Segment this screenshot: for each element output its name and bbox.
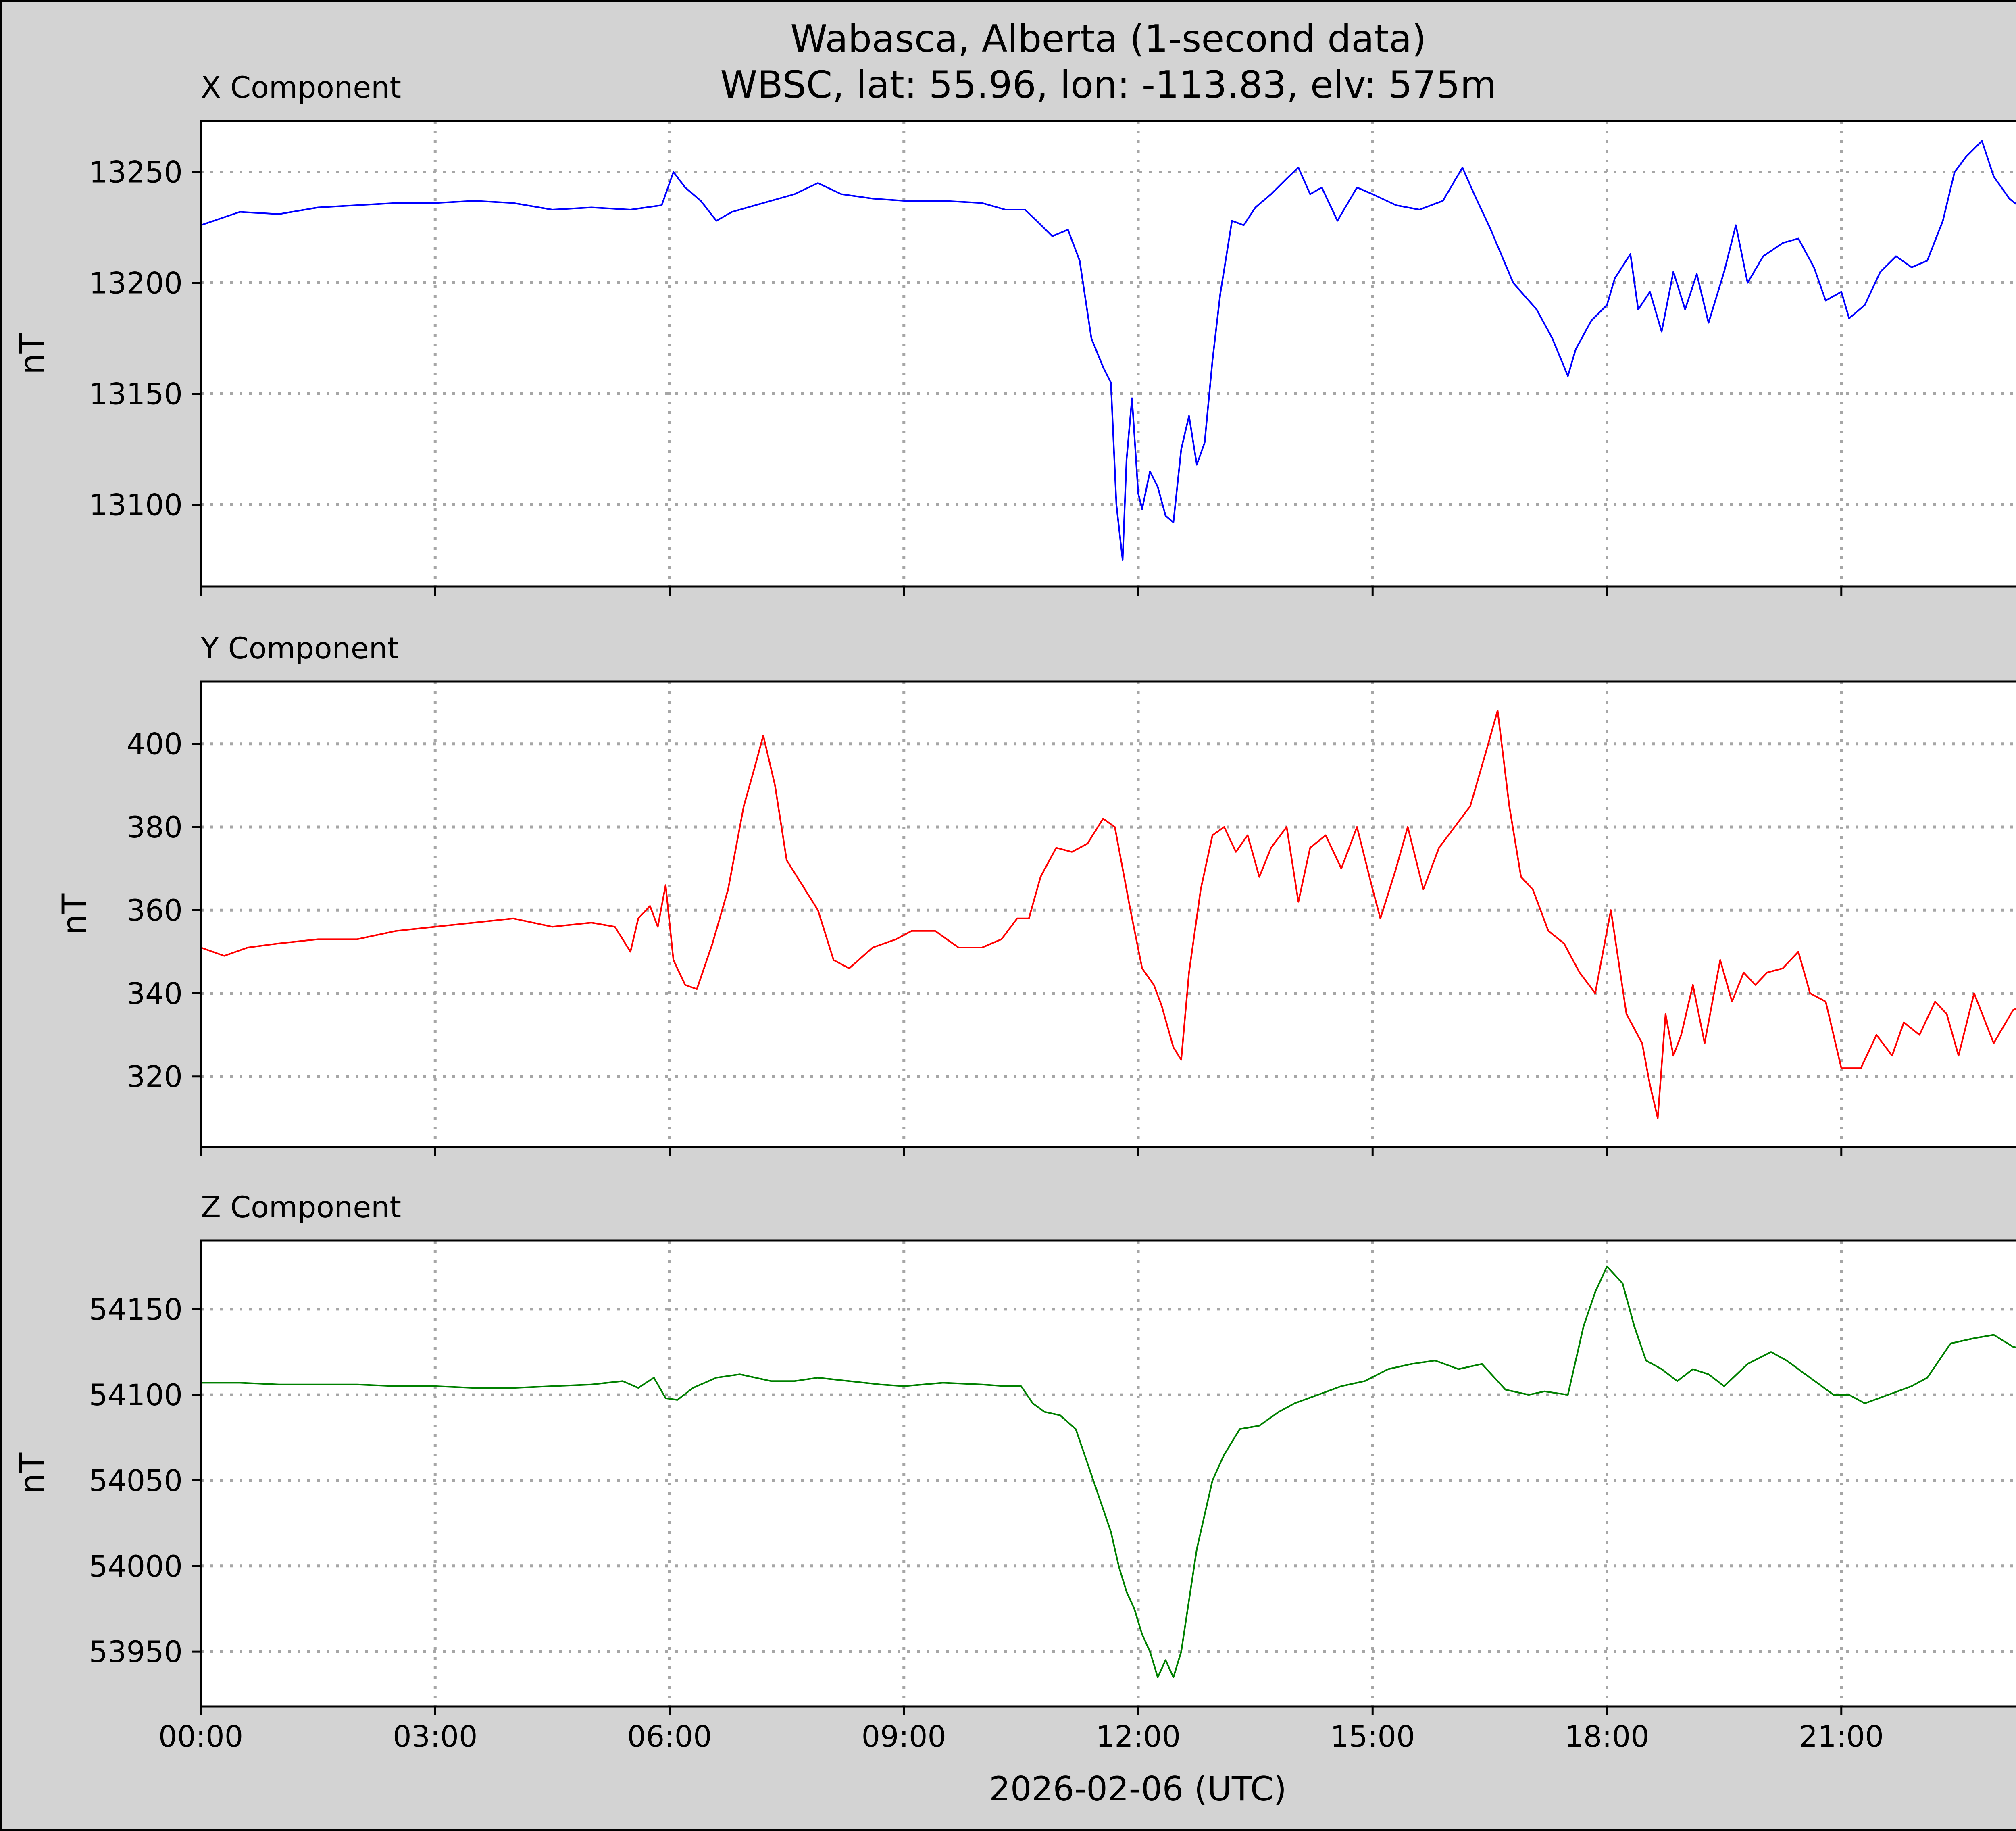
y-y-tick-label: 380	[127, 810, 183, 845]
y-panel-title: Y Component	[200, 631, 399, 666]
y-series-line	[200, 710, 2016, 1119]
x-plot-frame	[200, 120, 2016, 588]
x-y-axis-label: nT	[12, 333, 52, 375]
z-x-tick-label: 06:00	[627, 1720, 712, 1754]
z-component-panel: Z Component 00:00 03:00 06:00 09:00 12:00 15:0…	[12, 1190, 2016, 1754]
x-y-tick-label: 13100	[89, 488, 183, 523]
y-y-axis-label: nT	[55, 894, 94, 935]
z-x-tick-label: 21:00	[1799, 1720, 1884, 1754]
z-x-tick-label: 03:00	[393, 1720, 477, 1754]
y-y-tick-label: 320	[127, 1060, 183, 1094]
y-plot-frame	[200, 680, 2016, 1148]
x-component-panel: X Component 13100 13150 13200 13250 nT	[12, 71, 2016, 596]
z-plot-frame	[200, 1239, 2016, 1708]
x-y-tick-label: 13200	[89, 267, 183, 301]
z-x-tick-label: 12:00	[1096, 1720, 1181, 1754]
z-y-tick-label: 54050	[89, 1464, 183, 1498]
z-y-tick-label: 54100	[89, 1378, 183, 1412]
z-series-line	[201, 1265, 2016, 1678]
x-series-line	[200, 140, 2016, 561]
z-panel-title: Z Component	[201, 1190, 401, 1225]
z-y-tick-label: 53950	[89, 1635, 183, 1669]
y-component-panel: Y Component 320 340 360 380 400 nT	[55, 631, 2016, 1156]
y-y-tick-label: 360	[127, 894, 183, 928]
z-y-tick-label: 54150	[89, 1293, 183, 1327]
y-y-tick-label: 400	[127, 727, 183, 762]
x-y-tick-label: 13250	[89, 156, 183, 190]
y-y-tick-label: 340	[127, 977, 183, 1011]
z-x-tick-label: 15:00	[1330, 1720, 1415, 1754]
figure-title-line2: WBSC, lat: 55.96, lon: -113.83, elv: 575…	[720, 63, 1496, 106]
figure-title-line1: Wabasca, Alberta (1-second data)	[790, 17, 1427, 60]
x-y-tick-label: 13150	[89, 377, 183, 412]
z-y-axis-label: nT	[12, 1453, 52, 1495]
z-y-tick-label: 54000	[89, 1550, 183, 1584]
z-x-tick-label: 00:00	[158, 1720, 243, 1754]
y-plot-area	[201, 681, 2016, 1147]
z-x-tick-label: 09:00	[862, 1720, 946, 1754]
z-x-tick-label: 18:00	[1564, 1720, 1649, 1754]
x-axis-label: 2026-02-06 (UTC)	[989, 1769, 1287, 1808]
x-panel-title: X Component	[201, 71, 401, 105]
x-plot-area	[201, 121, 2016, 587]
z-plot-area	[201, 1241, 2016, 1706]
